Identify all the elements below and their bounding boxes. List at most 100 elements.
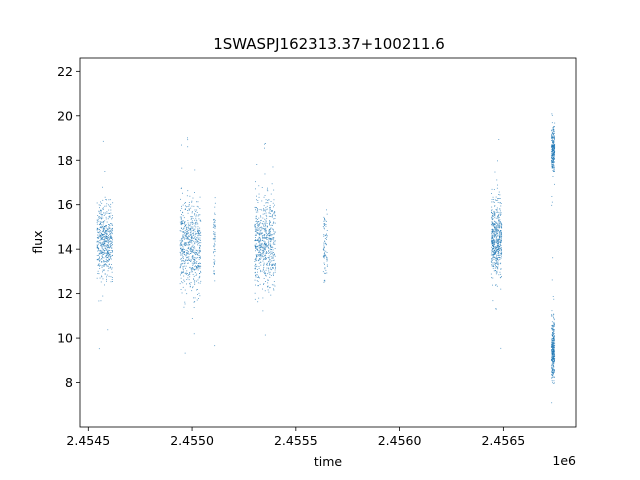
data-point	[256, 164, 258, 165]
data-point	[183, 238, 185, 240]
data-point	[110, 203, 112, 205]
data-point	[494, 220, 495, 222]
data-point	[180, 249, 182, 251]
data-point	[101, 258, 103, 260]
data-point	[491, 212, 493, 214]
data-point	[492, 213, 494, 215]
data-point	[495, 225, 497, 227]
data-point	[269, 210, 271, 212]
data-point	[553, 322, 555, 324]
data-point	[553, 152, 555, 154]
data-point	[498, 191, 500, 193]
data-point	[496, 212, 498, 213]
data-point	[258, 221, 260, 223]
data-point	[101, 246, 103, 248]
data-point	[552, 372, 554, 373]
data-point	[491, 254, 493, 256]
data-point	[497, 184, 498, 186]
data-point	[188, 245, 190, 247]
data-point	[263, 224, 264, 226]
data-point	[255, 276, 257, 278]
data-point	[501, 276, 502, 277]
data-point	[96, 202, 98, 204]
data-point	[265, 237, 267, 239]
data-point	[498, 242, 499, 244]
data-point	[100, 227, 102, 229]
data-point	[112, 227, 113, 229]
data-point	[552, 354, 554, 356]
data-point	[189, 267, 191, 269]
data-point	[263, 270, 265, 272]
data-point	[553, 356, 555, 358]
data-point	[499, 257, 501, 259]
data-point	[323, 242, 325, 244]
data-point	[260, 243, 262, 245]
data-point	[260, 269, 261, 271]
data-point	[196, 232, 198, 234]
data-point	[266, 251, 267, 252]
data-point	[180, 238, 182, 240]
data-point	[96, 255, 98, 256]
data-point	[493, 225, 495, 226]
data-point	[552, 363, 553, 365]
data-point	[256, 246, 258, 247]
data-point	[552, 150, 554, 152]
data-point	[552, 370, 554, 372]
data-point	[323, 249, 325, 251]
data-point	[108, 260, 109, 262]
data-point	[196, 212, 198, 213]
data-point	[551, 156, 553, 158]
data-point	[200, 266, 202, 267]
data-point	[496, 225, 498, 226]
data-point	[499, 220, 500, 222]
data-point	[214, 233, 216, 235]
data-point	[256, 210, 258, 211]
data-point	[191, 252, 193, 253]
data-point	[552, 134, 554, 136]
data-point	[197, 289, 198, 290]
data-point	[256, 280, 258, 282]
data-point	[214, 260, 216, 262]
data-point	[197, 244, 198, 246]
data-point	[258, 276, 259, 278]
data-point	[552, 141, 554, 143]
data-point	[180, 227, 182, 229]
data-point	[497, 239, 499, 241]
data-point	[269, 264, 271, 265]
data-point	[98, 260, 100, 261]
data-point	[192, 236, 193, 238]
data-point	[257, 239, 258, 241]
data-point	[493, 254, 495, 255]
data-point	[103, 234, 105, 236]
data-point	[97, 218, 99, 220]
data-point	[267, 199, 268, 201]
data-point	[101, 234, 103, 235]
data-point	[552, 149, 553, 151]
data-point	[495, 240, 497, 242]
data-point	[494, 214, 495, 215]
data-point	[186, 250, 188, 252]
data-point	[183, 227, 185, 229]
data-point	[551, 159, 553, 161]
data-point	[273, 243, 275, 245]
data-point	[265, 257, 267, 259]
data-point	[263, 196, 265, 198]
data-point	[493, 215, 495, 216]
data-point	[553, 366, 554, 367]
data-point	[98, 348, 100, 350]
data-point	[257, 301, 259, 303]
data-point	[102, 278, 104, 280]
data-point	[552, 351, 554, 353]
data-point	[269, 239, 271, 240]
data-point	[257, 219, 258, 220]
data-point	[268, 243, 269, 245]
data-point	[179, 221, 181, 223]
data-point	[495, 260, 497, 262]
data-point	[214, 249, 216, 251]
data-point	[105, 253, 107, 254]
data-point	[495, 252, 496, 254]
data-point	[200, 280, 202, 282]
data-point	[181, 214, 182, 215]
data-point	[270, 249, 272, 251]
data-point	[263, 250, 265, 252]
